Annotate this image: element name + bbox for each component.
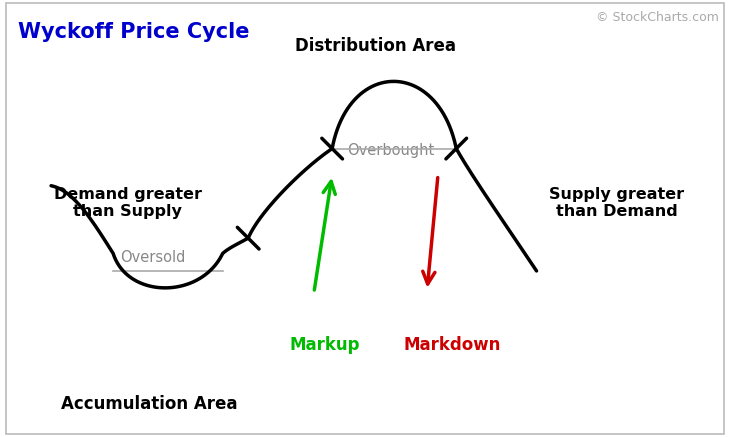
Text: Supply greater
than Demand: Supply greater than Demand <box>549 187 685 219</box>
Text: Oversold: Oversold <box>120 250 186 265</box>
Text: Overbought: Overbought <box>347 143 434 158</box>
Text: Accumulation Area: Accumulation Area <box>61 395 238 413</box>
Text: Markup: Markup <box>290 336 360 354</box>
Text: Distribution Area: Distribution Area <box>296 37 456 55</box>
Text: Demand greater
than Supply: Demand greater than Supply <box>54 187 201 219</box>
Text: © StockCharts.com: © StockCharts.com <box>596 11 719 24</box>
Text: Markdown: Markdown <box>404 336 502 354</box>
Text: Wyckoff Price Cycle: Wyckoff Price Cycle <box>18 22 250 42</box>
